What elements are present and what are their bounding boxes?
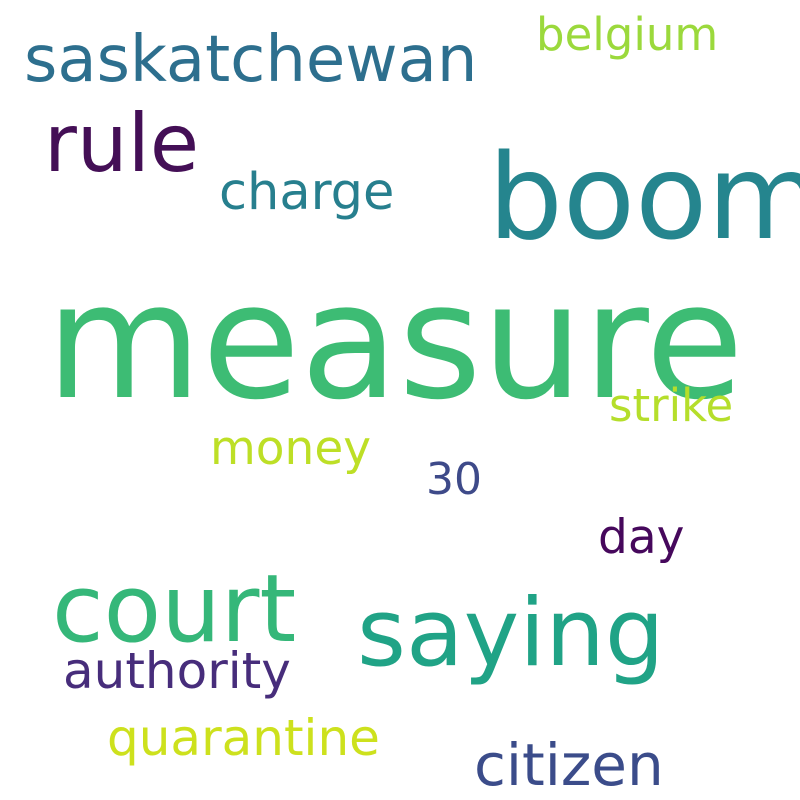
word-quarantine: quarantine — [107, 709, 380, 767]
word-citizen: citizen — [474, 731, 664, 799]
word-money: money — [210, 421, 372, 476]
word-strike: strike — [609, 379, 734, 432]
word-measure: measure — [46, 248, 744, 435]
word-authority: authority — [63, 642, 291, 700]
word-charge: charge — [219, 163, 395, 222]
word-court: court — [52, 555, 297, 664]
word-saskatchewan: saskatchewan — [24, 23, 478, 97]
word-day: day — [598, 510, 685, 565]
word-boom: boom — [488, 128, 800, 266]
word-30: 30 — [426, 454, 482, 505]
word-rule: rule — [44, 97, 200, 190]
word-saying: saying — [357, 579, 665, 688]
word-belgium: belgium — [536, 8, 719, 61]
